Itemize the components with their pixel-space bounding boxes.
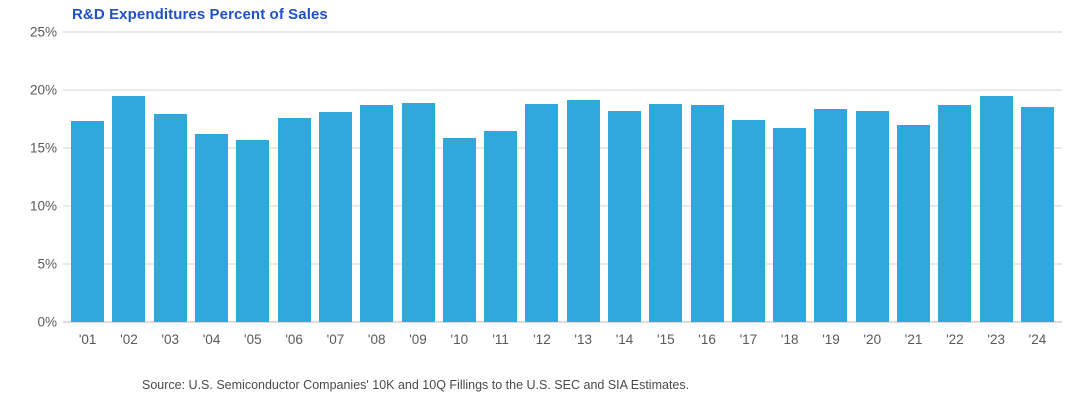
bar-slot xyxy=(728,32,769,322)
bar-12 xyxy=(525,103,559,322)
bar-slot xyxy=(315,32,356,322)
bar-slot xyxy=(273,32,314,322)
x-tick-label: '13 xyxy=(574,332,592,347)
bar-slot xyxy=(934,32,975,322)
x-axis-labels: '01 '02 '03 '04 '05 '06 '07 '08 '09 '10 '11 '12 '13 '… xyxy=(63,330,1062,350)
x-tick-label: '09 xyxy=(409,332,427,347)
x-tick-label: '18 xyxy=(780,332,799,347)
bar-03 xyxy=(153,114,187,322)
bar-slot xyxy=(686,32,727,322)
x-tick-label: '11 xyxy=(492,332,509,347)
x-tick-label: '23 xyxy=(987,332,1005,347)
bar-slot xyxy=(604,32,645,322)
bar-slot xyxy=(356,32,397,322)
gridline-15 xyxy=(63,147,1062,149)
x-tick-label: '15 xyxy=(657,332,675,347)
y-tick-label: 25% xyxy=(29,24,57,40)
bar-slot xyxy=(645,32,686,322)
bar-11 xyxy=(484,130,518,322)
bar-slot xyxy=(232,32,273,322)
bar-slot xyxy=(108,32,149,322)
bar-01 xyxy=(71,121,105,322)
x-tick-label: '04 xyxy=(202,332,221,347)
gridline-20 xyxy=(63,89,1062,91)
y-tick-label: 15% xyxy=(29,140,57,156)
x-tick-label: '12 xyxy=(533,332,551,347)
bar-07 xyxy=(318,112,352,322)
bar-14 xyxy=(608,110,641,322)
x-tick-label: '03 xyxy=(161,332,180,347)
bar-slot xyxy=(769,32,810,322)
bar-21 xyxy=(897,124,931,322)
source-note: Source: U.S. Semiconductor Companies' 10… xyxy=(142,378,690,392)
bar-05 xyxy=(236,139,270,322)
bar-16 xyxy=(690,105,724,322)
bar-09 xyxy=(401,102,435,322)
x-tick-label: '16 xyxy=(698,332,716,347)
bar-slot xyxy=(976,32,1017,322)
bar-slot xyxy=(191,32,232,322)
plot-area xyxy=(63,31,1062,323)
bar-slot xyxy=(893,32,934,322)
bar-22 xyxy=(938,105,972,322)
x-tick-label: '01 xyxy=(78,332,97,347)
x-tick-label: '14 xyxy=(615,332,634,347)
bar-slot xyxy=(67,32,108,322)
x-tick-label: '07 xyxy=(326,332,345,347)
bar-23 xyxy=(979,95,1013,322)
bar-slot xyxy=(1017,32,1058,322)
x-tick-label: '20 xyxy=(863,332,882,347)
x-tick-label: '19 xyxy=(822,332,840,347)
bar-slot xyxy=(563,32,604,322)
y-axis-labels: 0% 5% 10% 15% 20% 25% xyxy=(0,25,57,330)
x-tick-label: '24 xyxy=(1028,332,1047,347)
y-tick-label: 10% xyxy=(29,198,57,214)
gridline-0 xyxy=(63,321,1062,323)
x-tick-label: '06 xyxy=(285,332,303,347)
x-tick-label: '02 xyxy=(120,332,138,347)
bar-slot xyxy=(439,32,480,322)
bar-slot xyxy=(810,32,851,322)
chart-title: R&D Expenditures Percent of Sales xyxy=(72,6,328,23)
bar-04 xyxy=(195,134,229,322)
bar-02 xyxy=(112,95,146,322)
bar-20 xyxy=(855,110,889,322)
y-tick-label: 5% xyxy=(37,256,57,272)
bar-slot xyxy=(150,32,191,322)
bar-17 xyxy=(731,120,765,322)
y-tick-label: 20% xyxy=(29,82,57,98)
bars-row xyxy=(63,32,1062,322)
bar-19 xyxy=(814,108,848,322)
bar-24 xyxy=(1020,107,1054,322)
gridline-25 xyxy=(63,31,1062,33)
gridline-5 xyxy=(63,263,1062,265)
bar-slot xyxy=(852,32,893,322)
bar-08 xyxy=(360,105,394,322)
x-tick-label: '08 xyxy=(367,332,386,347)
bar-slot xyxy=(521,32,562,322)
x-tick-label: '17 xyxy=(739,332,758,347)
bar-13 xyxy=(566,100,600,322)
gridline-10 xyxy=(63,205,1062,207)
x-tick-label: '10 xyxy=(450,332,469,347)
bar-10 xyxy=(442,137,476,322)
bar-slot xyxy=(397,32,438,322)
bar-06 xyxy=(277,117,311,322)
x-tick-label: '21 xyxy=(904,332,923,347)
x-tick-label: '22 xyxy=(946,332,964,347)
bar-15 xyxy=(649,103,683,322)
y-tick-label: 0% xyxy=(37,314,57,330)
x-tick-label: '05 xyxy=(244,332,262,347)
bar-slot xyxy=(480,32,521,322)
bar-18 xyxy=(773,128,807,322)
